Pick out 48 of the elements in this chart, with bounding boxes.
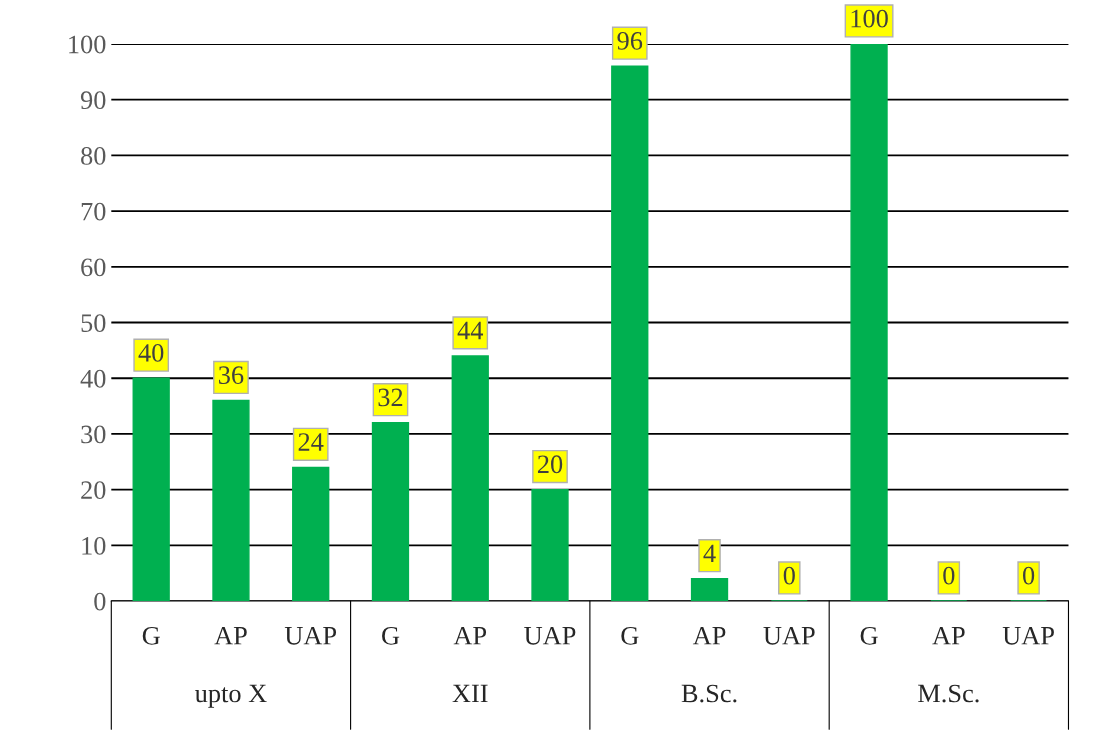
y-tick-label: 80 [81, 147, 106, 165]
x-tick-label: UAP [284, 626, 337, 645]
bar [371, 422, 410, 602]
x-tick-label: G [382, 626, 400, 645]
bar [531, 488, 569, 602]
y-tick-label: 20 [81, 481, 106, 500]
data-label: 36 [219, 366, 244, 385]
bar [212, 399, 250, 602]
text: upto X [195, 684, 267, 708]
data-label: 32 [378, 388, 403, 407]
text: B.Sc. [681, 684, 737, 703]
x-tick-label: UAP [763, 626, 815, 645]
text: M.Sc. [918, 684, 979, 703]
y-tick-label: 50 [81, 314, 106, 332]
data-label: 24 [298, 433, 324, 451]
x-tick-label: AP [932, 626, 965, 645]
data-label: 44 [457, 321, 484, 340]
bar [611, 65, 649, 602]
data-label: 100 [851, 9, 888, 28]
data-label: 40 [138, 343, 164, 362]
y-tick-label: 40 [80, 369, 106, 388]
x-tick-label: UAP [524, 626, 576, 645]
data-label: 4 [703, 544, 716, 563]
y-tick-label: 30 [81, 425, 106, 444]
data-label: 0 [943, 566, 955, 585]
y-tick-label: 90 [80, 91, 106, 110]
y-tick-label: 100 [69, 35, 106, 54]
x-tick-label: G [860, 626, 878, 645]
x-tick-label: AP [453, 626, 487, 645]
y-tick-label: 60 [81, 258, 106, 277]
x-tick-label: G [142, 626, 160, 645]
data-label: 0 [783, 566, 795, 585]
bar [850, 43, 888, 602]
bar [292, 466, 330, 602]
x-tick-label: G [621, 626, 639, 645]
y-tick-label: 0 [94, 592, 106, 611]
data-label: 96 [617, 32, 643, 50]
data-label: 20 [537, 455, 563, 474]
x-tick-label: AP [692, 626, 726, 645]
x-tick-label: UAP [1002, 626, 1054, 645]
text: XII [452, 684, 488, 703]
data-label: 0 [1023, 566, 1035, 585]
y-tick-label: 70 [81, 202, 106, 221]
bar [451, 355, 489, 602]
bar [132, 377, 170, 602]
bar [690, 578, 729, 602]
x-tick-label: AP [214, 626, 247, 645]
y-tick-label: 10 [82, 536, 106, 555]
